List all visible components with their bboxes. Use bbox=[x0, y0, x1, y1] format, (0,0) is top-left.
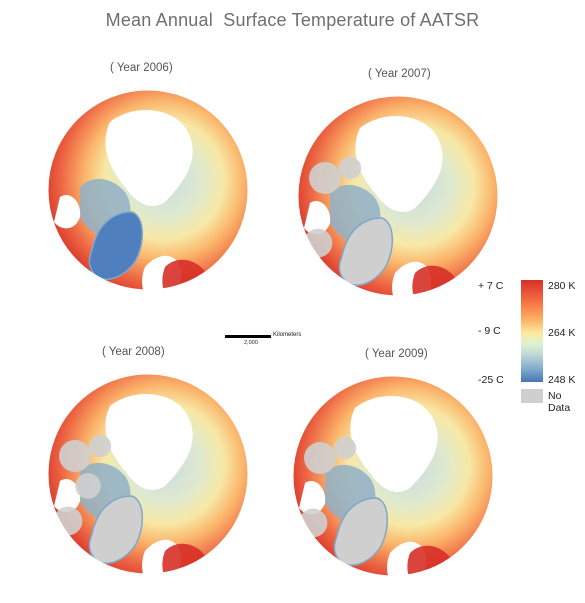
legend-kelvin-high: 280 K bbox=[548, 280, 576, 292]
scale-bar-unit: Kilometers bbox=[273, 332, 302, 338]
greenland bbox=[333, 497, 388, 566]
arctic-ocean bbox=[105, 394, 193, 491]
year-label-2009: ( Year 2009) bbox=[365, 348, 428, 360]
map-land bbox=[293, 376, 493, 576]
scale-bar-line bbox=[225, 335, 271, 338]
arctic-ocean bbox=[355, 116, 443, 213]
arctic-map-2008 bbox=[45, 371, 251, 577]
map-land bbox=[48, 90, 248, 290]
temperature-legend: + 7 C - 9 C -25 C 280 K 264 K 248 K No D… bbox=[478, 278, 583, 414]
greenland bbox=[88, 495, 143, 564]
map-panel-2008: ( Year 2008) bbox=[40, 346, 251, 596]
map-panel-2009: ( Year 2009) bbox=[285, 348, 496, 598]
map-title: Mean Annual Surface Temperature of AATSR bbox=[105, 10, 480, 30]
no-data-swatch bbox=[521, 389, 543, 403]
map-panel-2006: ( Year 2006) bbox=[40, 62, 251, 312]
scale-bar: Kilometers 2,000 bbox=[225, 332, 315, 353]
legend-kelvin-low: 248 K bbox=[548, 374, 576, 386]
map-land bbox=[298, 96, 498, 296]
arctic-map-2007 bbox=[295, 93, 501, 299]
arctic-ocean bbox=[105, 110, 193, 207]
greenland bbox=[88, 211, 143, 280]
scale-bar-distance: 2,000 bbox=[244, 340, 258, 346]
color-ramp bbox=[521, 280, 543, 382]
arctic-ocean bbox=[350, 396, 438, 493]
arctic-map-2006 bbox=[45, 87, 251, 293]
greenland bbox=[338, 217, 393, 286]
no-data-label: No Data bbox=[548, 390, 571, 414]
year-label-2008: ( Year 2008) bbox=[102, 346, 165, 358]
legend-celsius-low: -25 C bbox=[478, 374, 504, 386]
legend-kelvin-mid: 264 K bbox=[548, 327, 576, 339]
arctic-map-2009 bbox=[290, 373, 496, 579]
map-land bbox=[48, 374, 248, 574]
legend-celsius-mid: - 9 C bbox=[478, 325, 501, 337]
map-panel-2007: ( Year 2007) bbox=[290, 68, 501, 318]
legend-celsius-high: + 7 C bbox=[478, 280, 504, 292]
year-label-2006: ( Year 2006) bbox=[110, 62, 173, 74]
year-label-2007: ( Year 2007) bbox=[368, 68, 431, 80]
